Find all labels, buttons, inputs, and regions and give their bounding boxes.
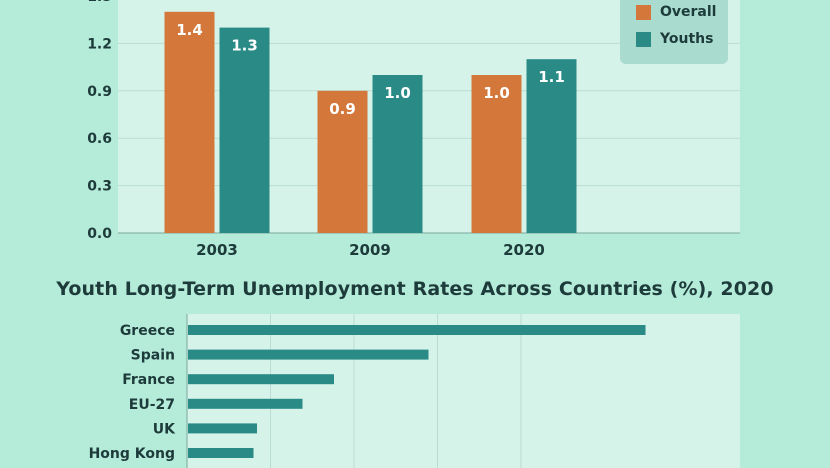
x-tick-label: 2003 bbox=[196, 241, 238, 259]
bar-country bbox=[188, 448, 254, 458]
legend-item-overall: Overall bbox=[636, 4, 716, 20]
data-label: 1.0 bbox=[384, 84, 411, 102]
y-tick-label: 0.0 bbox=[87, 226, 112, 242]
y-tick-label: 0.3 bbox=[87, 179, 112, 195]
legend-label-overall: Overall bbox=[660, 4, 717, 20]
bar-overall bbox=[471, 75, 522, 233]
category-label: Hong Kong bbox=[89, 446, 175, 462]
bar-country bbox=[188, 398, 303, 409]
y-tick-label: 1.2 bbox=[87, 36, 112, 52]
category-label: Greece bbox=[120, 323, 175, 339]
category-label: France bbox=[122, 372, 175, 388]
x-tick-label: 2020 bbox=[503, 241, 545, 259]
category-label: EU-27 bbox=[129, 397, 175, 413]
data-label: 1.1 bbox=[538, 68, 565, 86]
legend-swatch-youths bbox=[636, 31, 651, 47]
y-tick-label: 0.9 bbox=[87, 84, 112, 100]
bar-youths bbox=[372, 75, 423, 233]
legend: Overall Youths bbox=[620, 0, 728, 64]
y-tick-label: 0.6 bbox=[87, 131, 112, 147]
plot-area-2 bbox=[187, 314, 740, 468]
chart-title-countries: Youth Long-Term Unemployment Rates Acros… bbox=[56, 278, 774, 300]
bar-country bbox=[188, 423, 257, 434]
bar-country bbox=[188, 325, 646, 335]
legend-label-youths: Youths bbox=[660, 31, 714, 47]
bar-overall bbox=[317, 90, 368, 233]
legend-swatch-overall bbox=[636, 4, 651, 20]
legend-item-youths: Youths bbox=[636, 31, 713, 47]
data-label: 1.0 bbox=[483, 84, 510, 102]
data-label: 1.4 bbox=[176, 21, 203, 39]
bar-youths bbox=[526, 59, 577, 234]
data-label: 0.9 bbox=[329, 100, 356, 118]
bar-youths bbox=[219, 27, 270, 233]
bar-country bbox=[188, 349, 429, 360]
y-tick-label: 1.5 bbox=[87, 0, 112, 5]
data-label: 1.3 bbox=[231, 37, 258, 55]
category-label: UK bbox=[153, 421, 176, 437]
x-tick-label: 2009 bbox=[349, 241, 391, 259]
chart-countries: Greece Spain France EU-27 UK Hong Kong bbox=[89, 314, 740, 468]
category-label: Spain bbox=[131, 348, 175, 364]
bar-country bbox=[188, 374, 334, 385]
bar-overall bbox=[164, 11, 215, 233]
